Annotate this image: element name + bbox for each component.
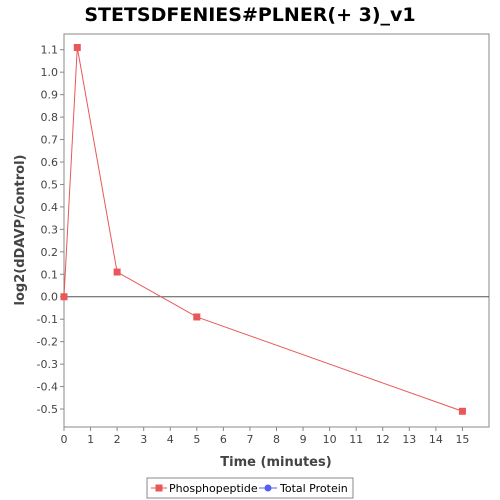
y-tick-label: 0.5 [41,178,59,191]
y-tick-label: 0.7 [41,134,59,147]
y-tick-label: -0.2 [37,336,58,349]
y-tick-label: 0.8 [41,111,59,124]
x-tick-label: 0 [61,433,68,446]
plot-area [63,33,490,428]
x-axis-label: Time (minutes) [220,455,331,470]
chart-title: STETSDFENIES#PLNER(+ 3)_v1 [84,4,415,26]
x-axis-ticks: 0 1 2 3 4 5 6 7 8 9 10 11 12 13 14 15 [61,427,469,446]
y-tick-label: 0.1 [41,268,59,281]
legend-label-total-protein: Total Protein [279,482,348,495]
y-axis-label: log2(dDAVP/Control) [13,155,28,306]
y-tick-label: -0.5 [37,403,58,416]
series-layer [60,43,466,415]
x-tick-label: 5 [193,433,200,446]
x-tick-label: 11 [349,433,363,446]
x-tick-label: 6 [220,433,227,446]
x-tick-label: 7 [246,433,253,446]
x-tick-label: 10 [323,433,337,446]
data-point [458,407,466,415]
y-tick-label: 0.3 [41,223,59,236]
y-tick-label: 0.0 [41,291,59,304]
x-tick-label: 13 [402,433,416,446]
data-point [193,313,201,321]
x-tick-label: 9 [300,433,307,446]
y-tick-label: 1.0 [41,66,59,79]
x-tick-label: 2 [114,433,121,446]
legend-marker-total-protein [264,484,272,492]
y-tick-label: 0.2 [41,246,59,259]
x-tick-label: 1 [87,433,94,446]
y-tick-label: 0.9 [41,89,59,102]
data-point [113,268,121,276]
legend-marker-phosphopeptide [155,484,163,492]
x-tick-label: 4 [167,433,174,446]
legend-box [146,477,354,499]
x-tick-label: 3 [140,433,147,446]
legend-label-phosphopeptide: Phosphopeptide [169,482,258,495]
y-tick-label: 0.6 [41,156,59,169]
y-tick-label: -0.3 [37,358,58,371]
data-point [73,43,81,51]
x-tick-label: 12 [376,433,390,446]
y-tick-label: -0.1 [37,313,58,326]
legend: Phosphopeptide Total Protein [146,477,354,499]
data-point [60,293,68,301]
y-tick-label: -0.4 [37,381,58,394]
y-tick-label: 0.4 [41,201,59,214]
y-axis-ticks: -0.5 -0.4 -0.3 -0.2 -0.1 0.0 0.1 0.2 0.3 0.4 0.5 0.… [37,44,64,416]
y-tick-label: 1.1 [41,44,59,57]
x-tick-label: 14 [429,433,443,446]
x-tick-label: 8 [273,433,280,446]
x-tick-label: 15 [455,433,469,446]
